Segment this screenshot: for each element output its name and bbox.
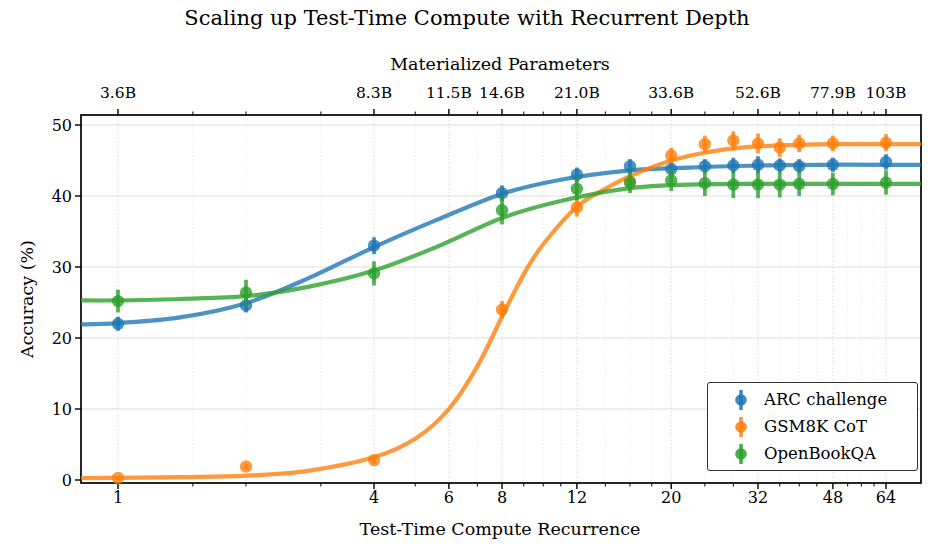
- data-point: [240, 286, 252, 298]
- top-tick-label: 33.6B: [648, 84, 694, 102]
- x-tick-label: 64: [876, 488, 896, 507]
- data-point: [368, 240, 380, 252]
- data-point: [774, 178, 786, 190]
- data-point: [368, 267, 380, 279]
- data-point: [699, 177, 711, 189]
- data-point: [727, 159, 739, 171]
- data-point: [752, 178, 764, 190]
- data-point: [793, 178, 805, 190]
- data-point: [880, 176, 892, 188]
- legend-label: ARC challenge: [764, 390, 887, 409]
- top-tick-label: 21.0B: [554, 84, 600, 102]
- data-point: [496, 204, 508, 216]
- legend-label: GSM8K CoT: [764, 417, 867, 436]
- legend-item-arc-challenge: ARC challenge: [708, 386, 917, 413]
- data-point: [665, 174, 677, 186]
- data-point: [752, 159, 764, 171]
- x-tick-label: 8: [497, 488, 507, 507]
- top-axis-label: Materialized Parameters: [390, 54, 610, 74]
- data-point: [240, 460, 252, 472]
- data-point: [571, 183, 583, 195]
- legend-item-openbookqa: OpenBookQA: [708, 440, 917, 467]
- data-point: [752, 137, 764, 149]
- legend-marker-icon: [728, 414, 754, 440]
- data-point: [774, 159, 786, 171]
- top-tick-label: 8.3B: [356, 84, 392, 102]
- legend-marker-icon: [728, 441, 754, 467]
- top-tick-label: 103B: [866, 84, 907, 102]
- x-tick-label: 12: [567, 488, 587, 507]
- chart-title: Scaling up Test-Time Compute with Recurr…: [184, 6, 749, 30]
- figure: Scaling up Test-Time Compute with Recurr…: [0, 0, 934, 554]
- legend-marker-icon: [728, 387, 754, 413]
- data-point: [112, 295, 124, 307]
- x-tick-label: 32: [748, 488, 768, 507]
- data-point: [793, 137, 805, 149]
- data-point: [827, 159, 839, 171]
- data-point: [827, 178, 839, 190]
- legend: ARC challenge GSM8K CoT OpenBookQA: [707, 382, 918, 471]
- y-tick-label: 10: [52, 400, 72, 419]
- data-point: [793, 160, 805, 172]
- top-tick-label: 3.6B: [100, 84, 136, 102]
- data-point: [368, 454, 380, 466]
- y-tick-label: 20: [52, 329, 72, 348]
- x-tick-label: 48: [823, 488, 843, 507]
- data-point: [880, 156, 892, 168]
- legend-item-gsm8k-cot: GSM8K CoT: [708, 413, 917, 440]
- data-point: [624, 176, 636, 188]
- data-point: [665, 149, 677, 161]
- data-point: [624, 160, 636, 172]
- top-tick-label: 11.5B: [426, 84, 472, 102]
- data-point: [112, 318, 124, 330]
- x-tick-label: 6: [444, 488, 454, 507]
- top-tick-label: 52.6B: [735, 84, 781, 102]
- legend-label: OpenBookQA: [764, 444, 876, 463]
- data-point: [774, 142, 786, 154]
- y-tick-label: 0: [62, 471, 72, 490]
- data-point: [496, 303, 508, 315]
- data-point: [699, 138, 711, 150]
- data-point: [727, 134, 739, 146]
- data-point: [880, 137, 892, 149]
- top-tick-label: 14.6B: [479, 84, 525, 102]
- fit-curve: [79, 184, 920, 301]
- y-axis-label: Accuracy (%): [17, 240, 37, 358]
- y-tick-label: 40: [52, 187, 72, 206]
- data-point: [827, 137, 839, 149]
- y-tick-label: 50: [52, 116, 72, 135]
- x-tick-label: 4: [369, 488, 379, 507]
- top-tick-label: 77.9B: [810, 84, 856, 102]
- data-point: [727, 178, 739, 190]
- y-tick-label: 30: [52, 258, 72, 277]
- data-point: [112, 472, 124, 484]
- x-tick-label: 1: [113, 488, 123, 507]
- data-point: [571, 201, 583, 213]
- x-tick-label: 20: [661, 488, 681, 507]
- x-axis-label: Test-Time Compute Recurrence: [360, 519, 641, 539]
